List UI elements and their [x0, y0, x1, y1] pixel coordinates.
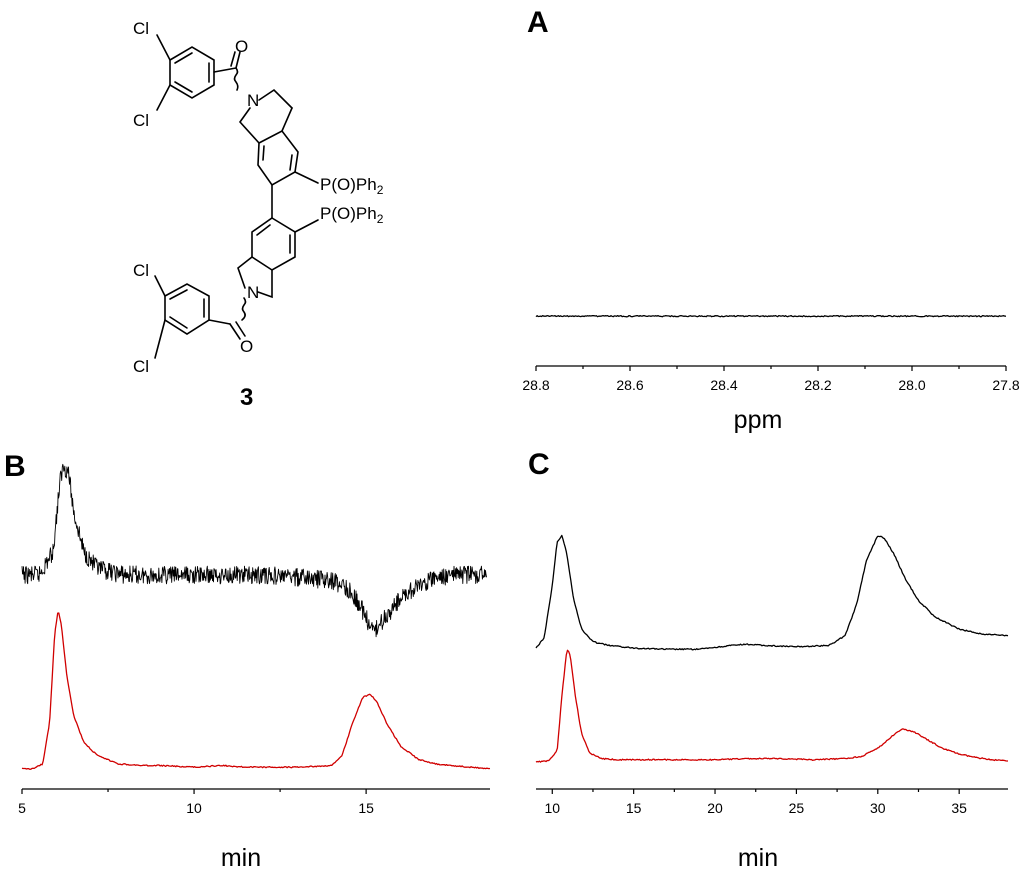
phosphine-oxide-label-1: P(O)Ph2 — [320, 175, 384, 197]
chart-panel-a: 28.8 28.6 28.4 28.2 28.0 27.8 ppm — [522, 314, 1020, 434]
series-line-1 — [535, 534, 1009, 651]
atom-cl-1: Cl — [133, 19, 149, 38]
lower-benzo-double-bond — [256, 224, 271, 236]
x-tick-label: 28.6 — [616, 377, 643, 393]
x-axis-title-b: min — [221, 844, 261, 872]
upper-co-bond — [235, 51, 241, 69]
upper-pyrrolidine-bottom — [238, 107, 260, 144]
x-ticks-c: 10 15 20 25 30 35 — [544, 789, 967, 816]
upper-cl-bond-2 — [156, 84, 171, 111]
series-line-2 — [535, 649, 1008, 763]
upper-carbonyl-bond — [213, 67, 237, 73]
panel-letter-a: A — [527, 6, 549, 39]
panel-letter-c: C — [528, 448, 550, 481]
upper-co-double-bond — [230, 51, 236, 67]
x-ticks-b: 5 10 15 — [18, 789, 374, 816]
x-axis-title-c: min — [738, 844, 778, 872]
lower-p-bond — [294, 219, 319, 233]
compound-number: 3 — [240, 384, 253, 411]
x-tick-label: 28.4 — [710, 377, 737, 393]
phosphine-oxide-label-2: P(O)Ph2 — [320, 204, 384, 226]
upper-wavy-amide-bond — [233, 67, 239, 91]
x-tick-label: 28.8 — [522, 377, 549, 393]
upper-p-bond — [294, 171, 319, 184]
x-axis-title-a: ppm — [734, 406, 783, 434]
lower-pyrrolidine-top — [237, 256, 253, 289]
upper-cl-bond-1 — [156, 34, 171, 61]
x-tick-label: 5 — [18, 800, 26, 816]
atom-cl-3: Cl — [133, 261, 149, 280]
x-tick-label: 25 — [789, 800, 805, 816]
x-tick-label: 27.8 — [992, 377, 1019, 393]
lower-pyrrolidine-bottom — [257, 269, 273, 299]
x-tick-label: 35 — [951, 800, 967, 816]
lower-cl-bond-1 — [154, 275, 166, 297]
upper-aryl-ring — [169, 46, 215, 99]
atom-cl-2: Cl — [133, 111, 149, 130]
series-group-b — [21, 463, 491, 770]
atom-o-2: O — [240, 337, 253, 356]
lower-aryl-double-bond — [169, 316, 188, 329]
lower-benzo-ring — [251, 217, 296, 271]
x-ticks-a: 28.8 28.6 28.4 28.2 28.0 27.8 — [522, 366, 1020, 393]
x-tick-label: 28.2 — [804, 377, 831, 393]
chart-panel-c: 10 15 20 25 30 35 min — [535, 534, 1009, 872]
chart-panel-b: 5 10 15 min — [18, 463, 491, 872]
upper-aryl-double-bond — [174, 81, 193, 93]
x-tick-label: 15 — [358, 800, 374, 816]
atom-cl-4: Cl — [133, 357, 149, 376]
atom-n-1: N — [247, 91, 259, 110]
x-tick-label: 20 — [707, 800, 723, 816]
lower-co-double-bond — [235, 321, 246, 337]
x-tick-label: 15 — [626, 800, 642, 816]
x-tick-label: 10 — [186, 800, 202, 816]
lower-wavy-amide-bond — [241, 297, 247, 321]
upper-benzo-double-bond — [262, 145, 265, 161]
lower-aryl-ring — [164, 283, 210, 335]
series-line-2 — [21, 612, 491, 770]
atom-n-2: N — [247, 283, 259, 302]
upper-aryl-double-bond — [174, 52, 193, 64]
series-line-1 — [21, 463, 488, 638]
series-group-c — [535, 534, 1009, 763]
atom-o-1: O — [235, 37, 248, 56]
lower-aryl-double-bond — [169, 289, 188, 300]
lower-co-bond — [229, 323, 241, 340]
upper-pyrrolidine-top — [258, 88, 293, 109]
lower-cl-bond-2 — [154, 319, 166, 359]
series-group-a — [535, 314, 1007, 318]
x-tick-label: 30 — [870, 800, 886, 816]
series-line-1 — [535, 314, 1007, 318]
lower-carbonyl-bond — [208, 319, 231, 325]
upper-benzo-double-bond — [289, 154, 293, 171]
x-tick-label: 28.0 — [898, 377, 925, 393]
x-tick-label: 10 — [544, 800, 560, 816]
upper-ring-fusion — [281, 107, 293, 132]
chemical-structure: Cl Cl Cl Cl O O N N P(O)Ph2 P(O)Ph2 3 — [133, 19, 384, 411]
panel-letter-b: B — [4, 450, 26, 483]
